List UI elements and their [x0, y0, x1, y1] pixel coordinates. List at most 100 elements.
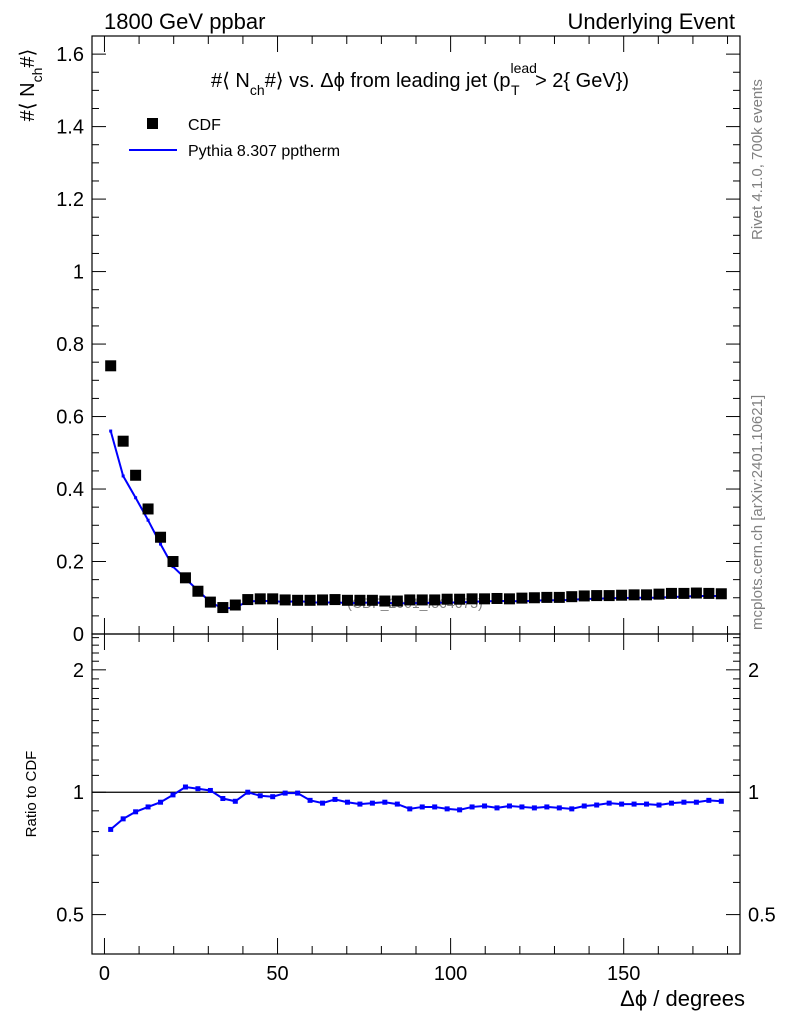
- cdf-point: [578, 590, 590, 602]
- cdf-point: [179, 572, 191, 584]
- ratio-y-tick-label: 2: [73, 660, 84, 682]
- cdf-point: [715, 588, 727, 600]
- cdf-point: [217, 602, 229, 614]
- ratio-point: [320, 800, 326, 806]
- cdf-point: [566, 591, 578, 603]
- ratio-point: [619, 801, 625, 807]
- main-y-tick-label: 1.2: [56, 189, 84, 211]
- cdf-point: [167, 556, 179, 568]
- ratio-y-axis: 0.5 0.5 1 1 2 2: [56, 637, 776, 927]
- mcplots-label: mcplots.cern.ch [arXiv:2401.10621]: [749, 395, 766, 630]
- main-y-tick-label: 0.6: [56, 407, 84, 429]
- cdf-point: [142, 503, 154, 515]
- ratio-point: [120, 816, 126, 822]
- ratio-point: [681, 799, 687, 805]
- ratio-point: [369, 800, 375, 806]
- cdf-point: [653, 588, 665, 600]
- cdf-point: [267, 593, 279, 605]
- main-title: #⟨ Nch#⟩ vs. Δϕ from leading jet (plead T…: [211, 60, 629, 98]
- ratio-x-tick-label: 150: [607, 963, 640, 985]
- ratio-point: [581, 803, 587, 809]
- ratio-point: [457, 807, 463, 813]
- ratio-point: [631, 801, 637, 807]
- ratio-point: [282, 790, 288, 796]
- ratio-point: [556, 805, 562, 811]
- ratio-point: [482, 803, 488, 809]
- ratio-point: [182, 784, 188, 790]
- ratio-point: [270, 794, 276, 800]
- legend-cdf-marker: [147, 118, 158, 129]
- ratio-point: [257, 793, 263, 799]
- ratio-point: [170, 792, 176, 798]
- cdf-point: [354, 594, 366, 606]
- main-y-axis-label: #⟨ Nch#⟩: [17, 49, 45, 122]
- ratio-x-axis: 0 50 100 150: [99, 634, 729, 985]
- ratio-point: [594, 802, 600, 808]
- pythia-point: [109, 429, 113, 433]
- cdf-point: [254, 593, 266, 605]
- pythia-point: [146, 518, 150, 522]
- main-series: [105, 360, 727, 614]
- ratio-point: [718, 798, 724, 804]
- ratio-series: [108, 784, 724, 832]
- ratio-point: [220, 796, 226, 802]
- ratio-point: [295, 790, 301, 796]
- process-label: Underlying Event: [567, 9, 735, 34]
- ratio-point: [382, 799, 388, 805]
- cdf-point: [242, 594, 254, 606]
- cdf-point: [117, 435, 129, 447]
- cdf-point: [105, 360, 117, 372]
- main-y-tick-label: 0.8: [56, 334, 84, 356]
- ratio-point: [307, 797, 313, 803]
- legend-cdf-label: CDF: [188, 117, 221, 134]
- pythia-point: [134, 496, 138, 500]
- cdf-point: [491, 592, 503, 604]
- cdf-point: [329, 594, 341, 606]
- ratio-x-tick-label: 50: [266, 963, 288, 985]
- ratio-point: [108, 826, 114, 832]
- ratio-panel: 0.5 0.5 1 1 2 2 0 50 100 150 Ratio to CDF Δϕ / d…: [23, 633, 776, 1011]
- cdf-point: [192, 585, 204, 597]
- ratio-y-axis-label: Ratio to CDF: [23, 751, 40, 838]
- ratio-x-tick-label: 0: [99, 963, 110, 985]
- cdf-point: [641, 589, 653, 601]
- ratio-point: [332, 796, 338, 802]
- ratio-point: [668, 800, 674, 806]
- cdf-point: [479, 593, 491, 605]
- cdf-point: [516, 592, 528, 604]
- ratio-point: [656, 802, 662, 808]
- cdf-point: [292, 594, 304, 606]
- ratio-point: [506, 803, 512, 809]
- cdf-point: [603, 590, 615, 602]
- cdf-point: [528, 592, 540, 604]
- pythia-point: [121, 474, 125, 478]
- cdf-point: [466, 593, 478, 605]
- cdf-point: [541, 591, 553, 603]
- ratio-point: [494, 805, 500, 811]
- cdf-point: [591, 590, 603, 602]
- ratio-point: [232, 798, 238, 804]
- ratio-point: [606, 800, 612, 806]
- ratio-y-tick-label: 0.5: [56, 905, 84, 927]
- main-y-tick-label: 1: [73, 262, 84, 284]
- ratio-point: [195, 786, 201, 792]
- energy-label: 1800 GeV ppbar: [104, 9, 265, 34]
- main-y-axis: 0 0.2 0.4 0.6 0.8 1 1.2 1.4 1.6: [56, 35, 740, 646]
- cdf-point: [379, 595, 391, 607]
- ratio-point: [469, 804, 475, 810]
- ratio-point: [444, 806, 450, 812]
- cdf-point: [204, 596, 216, 608]
- cdf-point: [628, 589, 640, 601]
- ratio-point: [407, 806, 413, 812]
- cdf-point: [366, 594, 378, 606]
- cdf-point: [454, 593, 466, 605]
- ratio-point: [644, 801, 650, 807]
- main-y-tick-label: 0.4: [56, 479, 84, 501]
- ratio-y-tick-label-right: 2: [748, 660, 759, 682]
- cdf-point: [616, 589, 628, 601]
- ratio-point: [133, 809, 139, 815]
- cdf-point: [341, 594, 353, 606]
- cdf-point: [503, 593, 515, 605]
- legend: CDF Pythia 8.307 pptherm: [129, 117, 340, 160]
- rivet-label: Rivet 4.1.0, 700k events: [749, 79, 766, 240]
